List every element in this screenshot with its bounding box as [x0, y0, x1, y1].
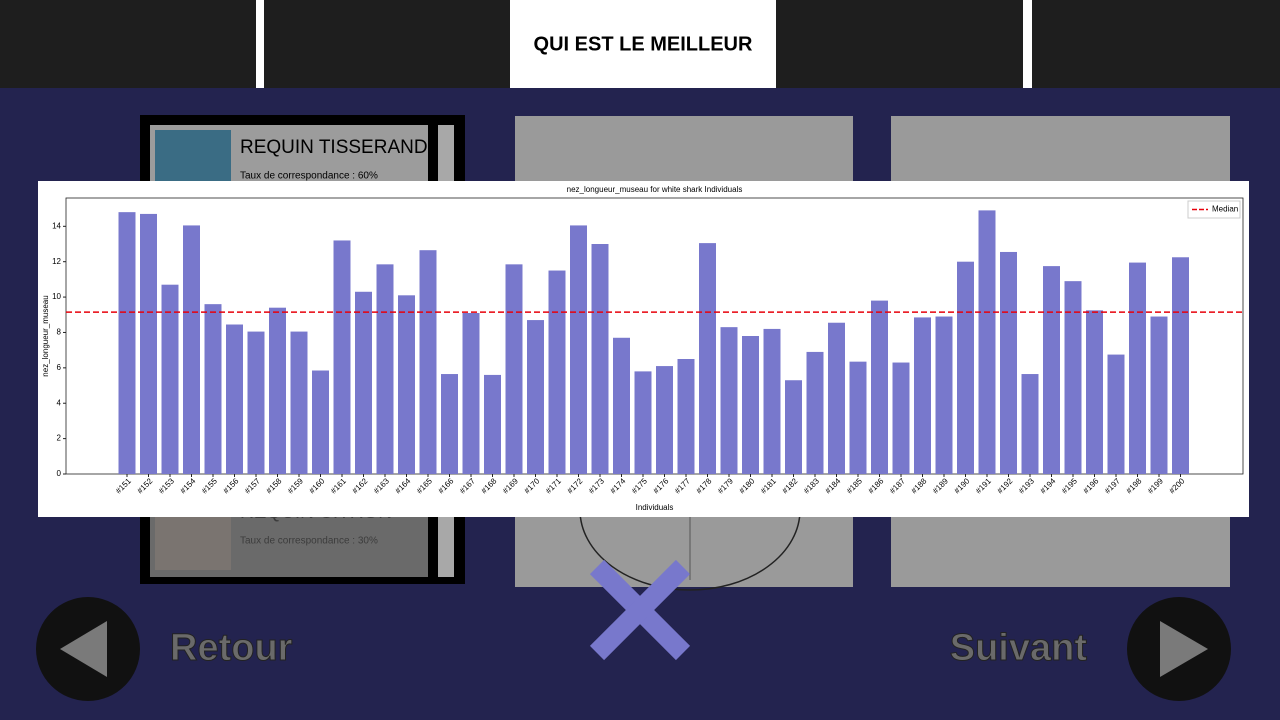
bar: [290, 331, 308, 474]
bar: [613, 337, 630, 474]
bar: [183, 225, 200, 474]
bar: [677, 359, 695, 474]
chart-title: nez_longueur_museau for white shark Indi…: [567, 185, 743, 194]
bar: [763, 328, 781, 474]
bar: [247, 331, 265, 474]
y-tick-label: 0: [57, 469, 62, 478]
bar: [548, 270, 566, 474]
bar: [333, 240, 351, 474]
y-tick-label: 4: [57, 398, 62, 407]
y-tick-label: 8: [57, 328, 62, 337]
legend: [1187, 200, 1241, 219]
bar: [957, 261, 974, 474]
y-tick-label: 6: [57, 363, 62, 372]
close-icon[interactable]: [589, 559, 691, 661]
bar: [892, 362, 910, 474]
bar: [505, 264, 523, 474]
chart: nez_longueur_museau for white shark Indi…: [38, 181, 1249, 517]
close-stroke: [589, 559, 691, 661]
bar: [312, 370, 329, 474]
back-label[interactable]: Retour: [170, 627, 294, 670]
bar: [1172, 257, 1189, 474]
back-arrow: [60, 621, 107, 677]
y-tick-label: 2: [57, 434, 62, 443]
bar: [634, 371, 652, 474]
bar: [914, 317, 931, 474]
bar: [484, 374, 501, 474]
bar: [742, 336, 759, 474]
bar: [1021, 374, 1039, 474]
bar: [871, 300, 888, 474]
bar: [570, 225, 587, 474]
next-arrow: [1160, 621, 1208, 677]
y-tick-label: 10: [52, 292, 61, 301]
y-tick-label: 12: [52, 257, 61, 266]
bar: [1086, 310, 1103, 474]
bar: [269, 307, 286, 474]
card-subtitle: Taux de correspondance : 60%: [240, 171, 378, 182]
bar: [978, 210, 996, 474]
bar: [785, 380, 802, 474]
card-image: [155, 130, 231, 185]
bar: [398, 295, 415, 474]
bar: [720, 327, 738, 474]
tab[interactable]: [776, 0, 1023, 88]
bar: [1150, 316, 1168, 474]
bar: [828, 322, 845, 474]
bar: [527, 320, 544, 474]
y-tick-label: 14: [52, 221, 61, 230]
bar: [935, 316, 953, 474]
bar: [140, 213, 157, 474]
legend-label: Median: [1212, 205, 1238, 214]
bar: [806, 351, 824, 474]
card-title: REQUIN TISSERAND: [240, 137, 428, 158]
tab[interactable]: [1032, 0, 1280, 88]
bar: [118, 212, 136, 474]
bar: [419, 250, 437, 474]
back-button[interactable]: [36, 597, 140, 701]
bar: [441, 374, 458, 474]
bar: [699, 243, 716, 474]
plot-area: [65, 197, 1244, 475]
bar: [204, 304, 222, 474]
tab[interactable]: [0, 0, 256, 88]
bar: [1043, 266, 1060, 474]
y-axis-label: nez_longueur_museau: [41, 295, 50, 376]
card-subtitle: Taux de correspondance : 30%: [240, 536, 378, 547]
bar: [849, 361, 867, 474]
bar: [1000, 251, 1017, 474]
bar: [355, 291, 372, 474]
radar-outline: [579, 509, 801, 591]
bar: [591, 244, 609, 474]
next-button[interactable]: [1127, 597, 1231, 701]
bar: [376, 264, 394, 474]
header-title: QUI EST LE MEILLEUR: [534, 33, 753, 55]
bar: [161, 284, 179, 474]
bar: [1107, 354, 1125, 474]
bar: [1064, 281, 1082, 474]
tab[interactable]: [264, 0, 510, 88]
tab-active[interactable]: [511, 0, 775, 88]
bar: [226, 324, 243, 474]
bar: [462, 313, 480, 474]
bar: [656, 366, 673, 474]
next-label[interactable]: Suivant: [949, 627, 1088, 670]
bar: [1129, 262, 1146, 474]
x-axis-label: Individuals: [636, 503, 674, 512]
